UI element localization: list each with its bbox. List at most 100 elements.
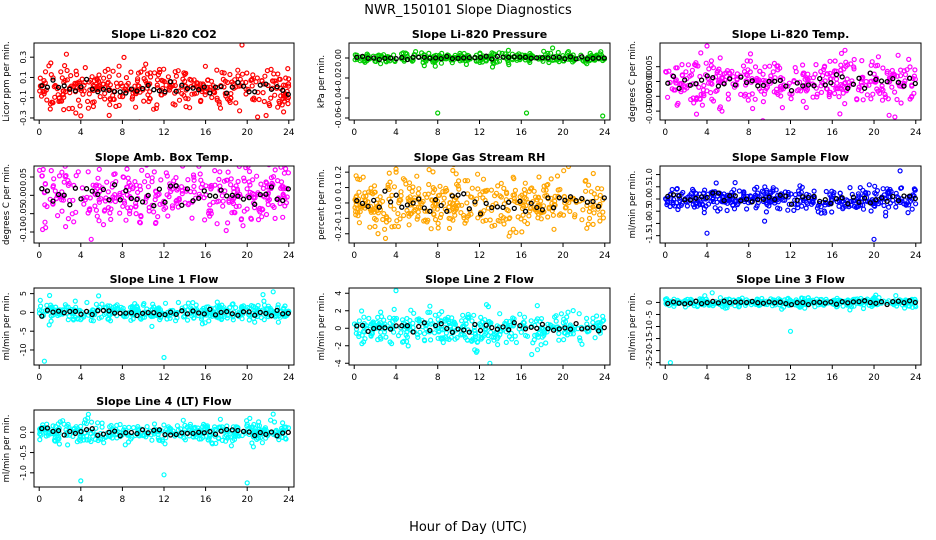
data-point bbox=[281, 82, 287, 88]
data-point bbox=[190, 172, 197, 178]
data-point bbox=[123, 217, 129, 223]
data-point bbox=[477, 322, 484, 329]
mean-point bbox=[901, 193, 907, 199]
mean-point bbox=[201, 311, 207, 317]
data-point bbox=[805, 71, 811, 77]
mean-point bbox=[184, 186, 191, 192]
data-point bbox=[691, 100, 697, 106]
data-point bbox=[70, 433, 76, 439]
data-point bbox=[487, 217, 493, 223]
data-point bbox=[102, 90, 108, 97]
data-point bbox=[127, 211, 133, 217]
data-point bbox=[161, 78, 167, 85]
data-point bbox=[175, 68, 181, 74]
data-point bbox=[150, 301, 156, 307]
data-point bbox=[501, 185, 507, 191]
data-point bbox=[597, 218, 603, 224]
data-point bbox=[147, 70, 153, 76]
mean-point bbox=[399, 54, 405, 61]
mean-point bbox=[670, 192, 677, 198]
mean-point bbox=[78, 84, 84, 90]
mean-point bbox=[285, 429, 291, 436]
mean-point bbox=[676, 300, 682, 306]
data-point bbox=[361, 314, 367, 320]
data-point bbox=[123, 427, 129, 433]
data-point bbox=[202, 92, 208, 98]
data-point bbox=[477, 192, 483, 198]
data-point bbox=[848, 61, 854, 67]
mean-point bbox=[427, 327, 433, 334]
data-point bbox=[108, 206, 114, 212]
mean-point bbox=[268, 86, 275, 92]
data-point bbox=[373, 217, 379, 223]
data-point bbox=[885, 204, 892, 210]
y-tick-label: 0 bbox=[334, 326, 343, 331]
mean-point bbox=[387, 199, 394, 205]
data-point bbox=[87, 195, 93, 201]
data-point bbox=[872, 79, 879, 85]
data-point bbox=[669, 86, 675, 92]
mean-point bbox=[687, 82, 693, 88]
x-tick-label: 12 bbox=[158, 251, 169, 261]
data-point bbox=[590, 319, 596, 326]
data-point bbox=[153, 219, 159, 226]
data-point bbox=[903, 202, 909, 208]
data-point bbox=[267, 102, 273, 109]
data-point bbox=[525, 200, 532, 206]
data-point bbox=[261, 302, 268, 308]
data-point bbox=[66, 197, 73, 204]
data-point bbox=[180, 166, 186, 169]
data-point bbox=[209, 94, 215, 101]
data-point bbox=[796, 191, 802, 197]
mean-point bbox=[890, 298, 896, 305]
data-point bbox=[405, 195, 411, 201]
data-point bbox=[46, 63, 52, 69]
figure-title: NWR_150101 Slope Diagnostics bbox=[364, 3, 572, 18]
mean-point bbox=[755, 83, 761, 89]
data-point bbox=[144, 424, 150, 430]
mean-point bbox=[173, 183, 179, 189]
data-point bbox=[742, 91, 749, 97]
mean-point bbox=[44, 307, 51, 313]
data-point bbox=[836, 93, 842, 100]
mean-point bbox=[50, 309, 56, 315]
data-point bbox=[157, 69, 163, 75]
data-point bbox=[138, 214, 144, 220]
y-tick-label: -2 bbox=[334, 342, 343, 350]
mean-point bbox=[285, 186, 291, 192]
data-point bbox=[774, 63, 780, 69]
mean-point bbox=[39, 186, 45, 192]
outlier-point bbox=[529, 351, 535, 358]
data-point bbox=[282, 303, 288, 309]
data-point bbox=[552, 57, 558, 63]
y-tick-label: -4 bbox=[334, 359, 343, 367]
data-point bbox=[513, 339, 520, 346]
data-point bbox=[361, 339, 367, 345]
data-point bbox=[671, 196, 677, 203]
data-point bbox=[460, 312, 466, 318]
data-point bbox=[560, 212, 567, 218]
x-tick-label: 8 bbox=[746, 373, 752, 383]
mean-point bbox=[354, 323, 360, 329]
data-point bbox=[748, 194, 754, 200]
y-tick-label: 0.0 bbox=[19, 426, 28, 439]
x-tick-label: 4 bbox=[393, 251, 399, 261]
mean-point bbox=[67, 86, 73, 92]
data-point bbox=[401, 212, 407, 219]
mean-point bbox=[410, 329, 416, 335]
data-point bbox=[592, 335, 598, 341]
y-tick-label: 0.05 bbox=[19, 168, 28, 186]
data-point bbox=[37, 431, 43, 437]
data-point bbox=[52, 94, 58, 100]
data-point bbox=[425, 309, 431, 315]
mean-point bbox=[732, 193, 738, 199]
y-tick-label: -0.2 bbox=[334, 226, 343, 242]
data-point bbox=[278, 166, 284, 170]
data-point bbox=[398, 193, 404, 199]
data-point bbox=[531, 188, 537, 194]
data-point bbox=[60, 197, 67, 203]
data-point bbox=[874, 86, 880, 92]
data-point bbox=[393, 315, 400, 322]
data-point bbox=[366, 315, 372, 321]
mean-point bbox=[867, 70, 873, 76]
